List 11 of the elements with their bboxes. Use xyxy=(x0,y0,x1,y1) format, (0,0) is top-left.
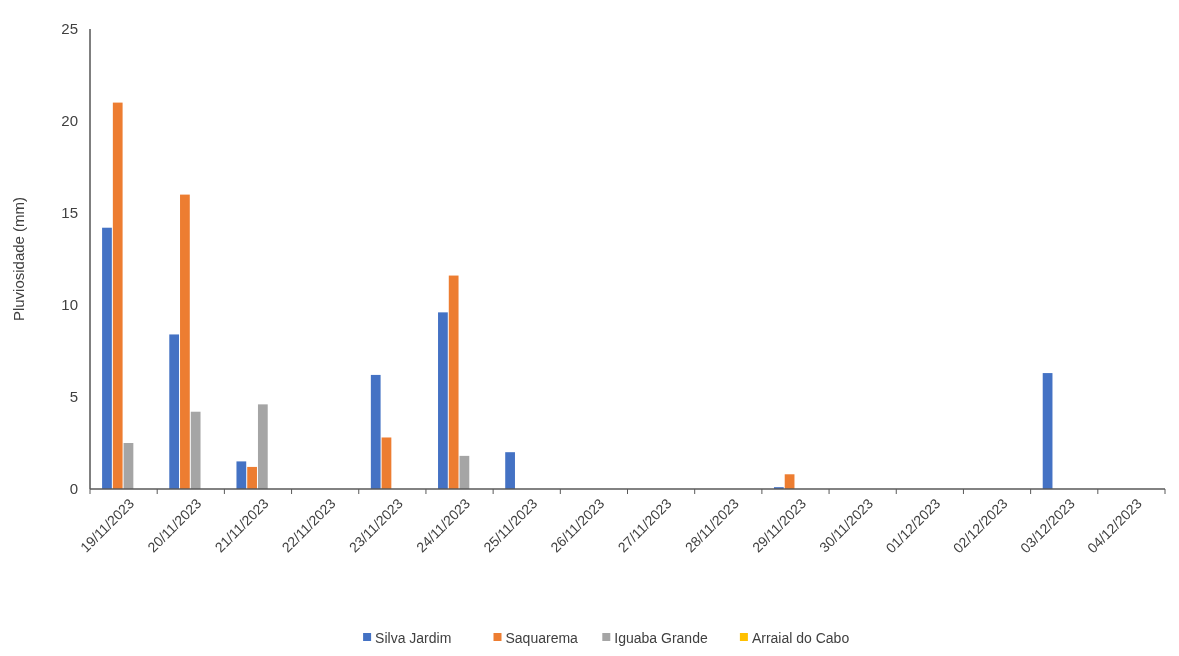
y-tick-label: 0 xyxy=(69,480,78,498)
y-tick-label: 25 xyxy=(61,20,78,38)
legend-label: Silva Jardim xyxy=(375,629,452,646)
y-tick-label: 10 xyxy=(61,296,78,314)
y-tick-label: 5 xyxy=(69,388,78,406)
legend-label: Arraial do Cabo xyxy=(751,629,850,646)
legend-label: Iguaba Grande xyxy=(614,629,708,646)
y-tick-label: 15 xyxy=(61,204,78,222)
legend-label: Saquarema xyxy=(505,629,579,646)
y-axis-title: Pluviosidade (mm) xyxy=(10,196,27,322)
y-tick-label: 20 xyxy=(61,112,78,130)
